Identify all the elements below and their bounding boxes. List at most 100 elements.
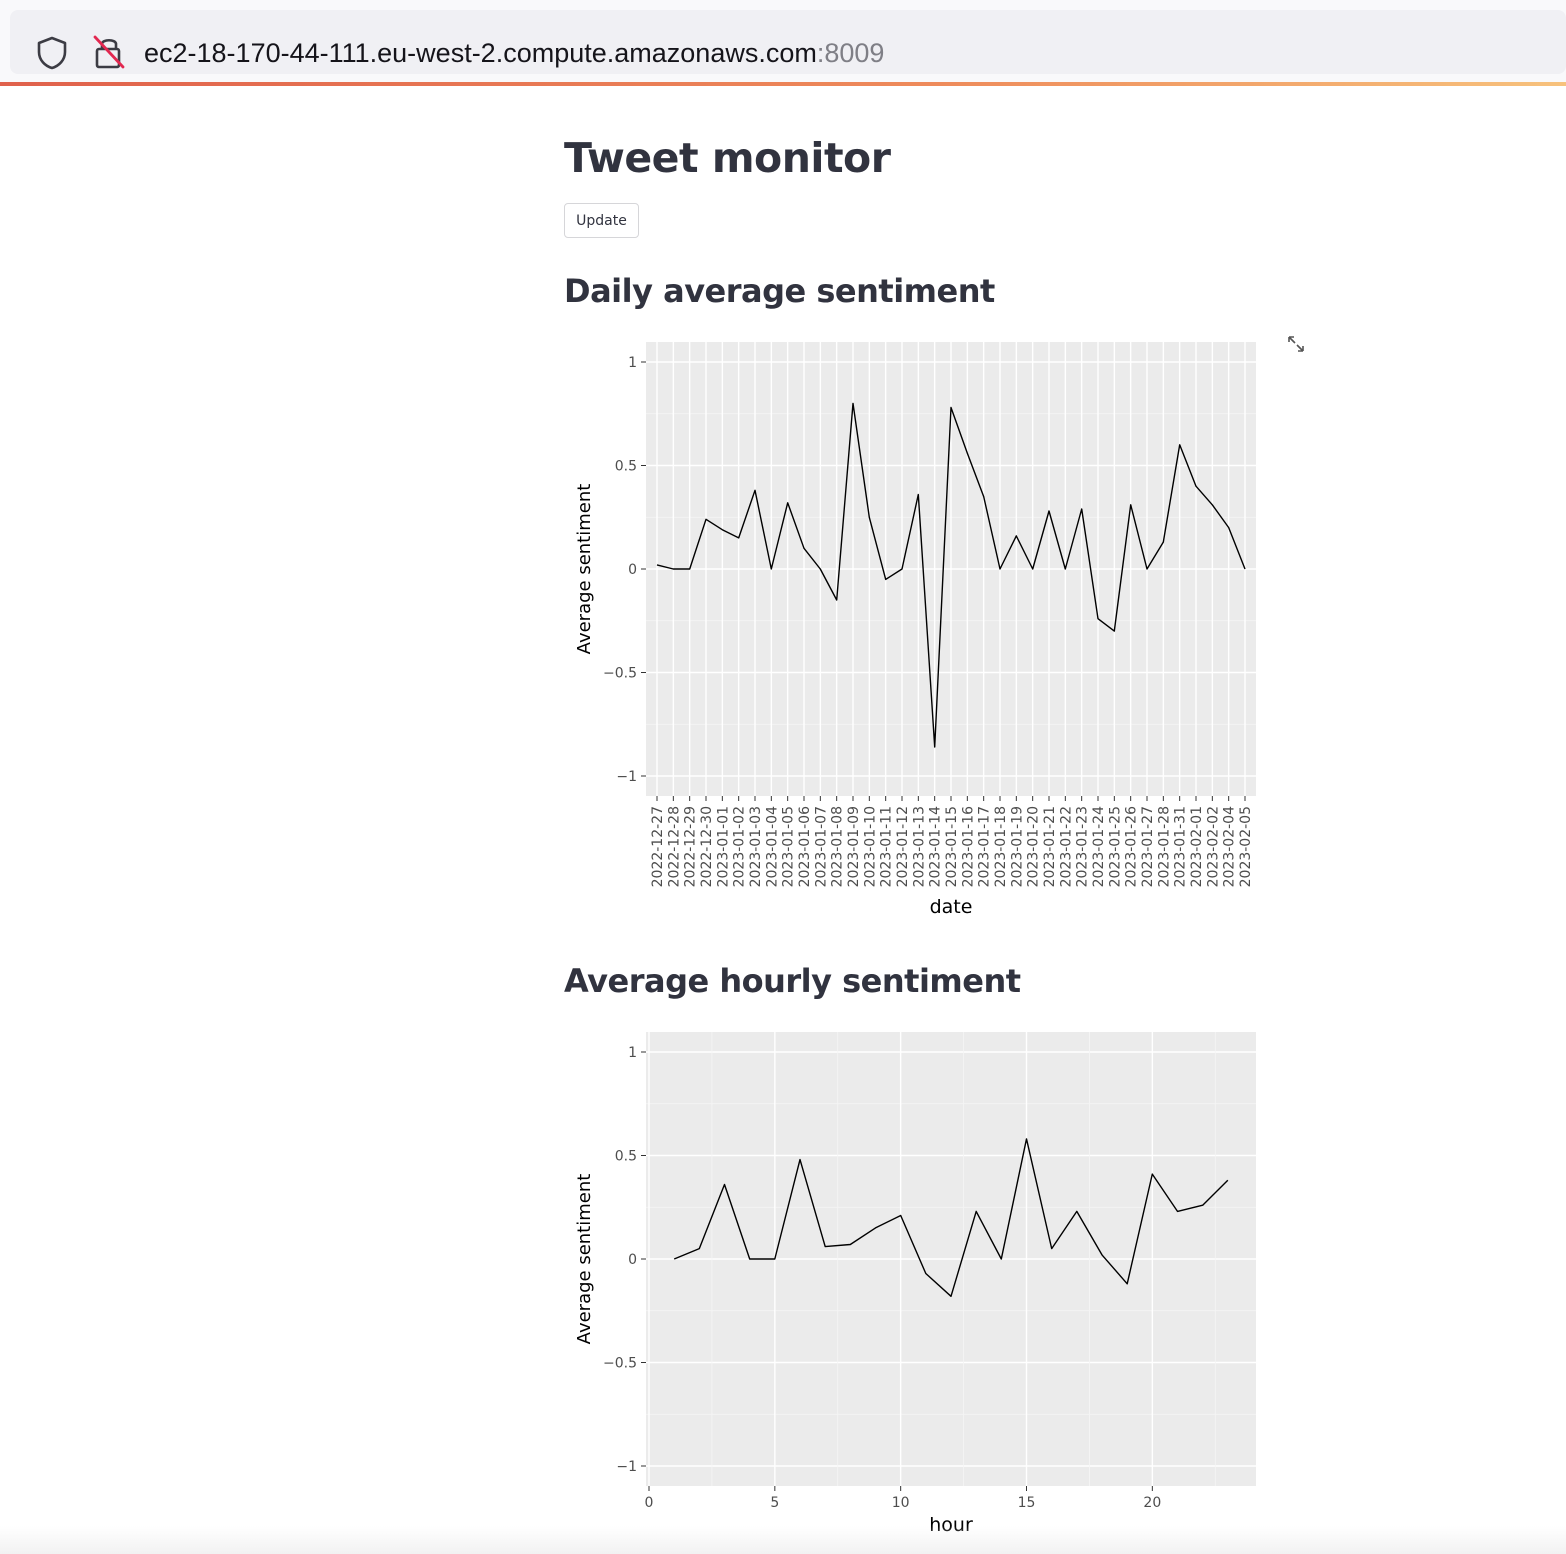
x-tick-label: 2023-01-13 <box>911 806 927 887</box>
insecure-lock-icon[interactable] <box>92 34 126 70</box>
x-tick-label: 2023-01-05 <box>781 806 797 887</box>
data-point <box>1201 1204 1204 1207</box>
y-tick-label: 1 <box>628 1045 637 1061</box>
data-point <box>1211 503 1214 506</box>
data-point <box>1080 507 1083 510</box>
x-tick-label: 2023-01-16 <box>960 806 976 887</box>
address-bar[interactable]: ec2-18-170-44-111.eu-west-2.compute.amaz… <box>10 10 1566 74</box>
data-point <box>966 452 969 455</box>
url-text[interactable]: ec2-18-170-44-111.eu-west-2.compute.amaz… <box>144 38 884 69</box>
x-tick-label: 2023-01-26 <box>1124 806 1140 887</box>
y-tick-label: 1 <box>628 355 637 371</box>
x-tick-label: 2022-12-29 <box>683 806 699 887</box>
x-tick-label: 2023-01-12 <box>895 806 911 887</box>
x-tick-label: 2023-01-08 <box>830 806 846 887</box>
sentiment-line <box>673 1138 1229 1297</box>
data-point <box>874 1226 877 1229</box>
data-point <box>1126 1282 1129 1285</box>
x-tick-label: 2023-02-05 <box>1238 806 1254 887</box>
data-point <box>819 568 822 571</box>
x-tick-label: 2023-01-03 <box>748 806 764 887</box>
x-tick-label: 2023-01-01 <box>715 806 731 887</box>
y-tick-label: 0.5 <box>615 459 637 475</box>
x-tick-label: 2022-12-30 <box>699 806 715 887</box>
x-tick-label: 2023-02-04 <box>1222 806 1238 887</box>
url-host: ec2-18-170-44-111.eu-west-2.compute.amaz… <box>144 38 817 68</box>
data-point <box>999 568 1002 571</box>
x-tick-label: 2023-01-09 <box>846 806 862 887</box>
y-tick-label: −1 <box>616 1459 637 1475</box>
hourly-sentiment-heading: Average hourly sentiment <box>564 962 1021 1000</box>
data-point <box>770 568 773 571</box>
x-tick-label: 2023-01-25 <box>1107 806 1123 887</box>
data-point <box>849 1243 852 1246</box>
data-point <box>950 1295 953 1298</box>
y-tick-label: 0 <box>628 562 637 578</box>
x-tick-label: 2022-12-27 <box>650 806 666 887</box>
data-point <box>1178 443 1181 446</box>
y-tick-label: −0.5 <box>603 1356 637 1372</box>
data-point <box>1113 630 1116 633</box>
x-tick-label: 2023-01-18 <box>993 806 1009 887</box>
x-tick-label: 2023-01-19 <box>1009 806 1025 887</box>
data-point <box>799 1158 802 1161</box>
data-point <box>1129 503 1132 506</box>
data-point <box>673 1258 676 1261</box>
data-point <box>868 516 871 519</box>
data-point <box>917 493 920 496</box>
data-point <box>1162 541 1165 544</box>
window-bottom-edge <box>0 1526 1566 1554</box>
y-axis-title: Average sentiment <box>574 484 595 655</box>
data-point <box>723 1183 726 1186</box>
x-tick-label: 2023-02-01 <box>1189 806 1205 887</box>
data-point <box>737 536 740 539</box>
url-port: :8009 <box>816 38 885 68</box>
x-tick-label: 2023-01-31 <box>1173 806 1189 887</box>
x-tick-label: 2023-01-02 <box>732 806 748 887</box>
x-axis-title: date <box>930 896 973 918</box>
data-point <box>773 1258 776 1261</box>
x-tick-label: 2023-01-11 <box>879 806 895 887</box>
data-point <box>1025 1137 1028 1140</box>
data-point <box>1101 1253 1104 1256</box>
data-point <box>901 568 904 571</box>
x-tick-label: 15 <box>1018 1495 1036 1511</box>
y-tick-label: −1 <box>616 769 637 785</box>
data-point <box>1015 534 1018 537</box>
sentiment-line <box>656 402 1246 748</box>
data-point <box>786 501 789 504</box>
x-tick-label: 2023-01-28 <box>1156 806 1172 887</box>
x-tick-label: 2023-01-24 <box>1091 806 1107 887</box>
data-point <box>835 599 838 602</box>
fullscreen-expand-icon[interactable] <box>1287 335 1305 353</box>
data-point <box>1176 1210 1179 1213</box>
x-tick-label: 10 <box>892 1495 910 1511</box>
daily-sentiment-chart: 1 0.5 0 −0.5 −1 2022-12-27 2022-12-28 2022-12-2… <box>574 342 1256 918</box>
y-tick-label: 0.5 <box>615 1149 637 1165</box>
x-tick-label: 2023-01-07 <box>813 806 829 887</box>
x-tick-label: 2023-01-27 <box>1140 806 1156 887</box>
data-point <box>688 568 691 571</box>
app-header-stripe <box>0 82 1566 86</box>
data-point <box>899 1214 902 1217</box>
data-point <box>698 1247 701 1250</box>
data-point <box>672 568 675 571</box>
data-point <box>803 547 806 550</box>
y-tick-label: −0.5 <box>603 666 637 682</box>
data-point <box>754 489 757 492</box>
update-button[interactable]: Update <box>564 203 639 238</box>
x-tick-label: 2023-01-14 <box>928 806 944 887</box>
data-point <box>1151 1173 1154 1176</box>
x-tick-label: 5 <box>770 1495 779 1511</box>
x-tick-label: 2023-01-20 <box>1026 806 1042 887</box>
x-tick-label: 2023-02-02 <box>1205 806 1221 887</box>
data-point <box>1064 568 1067 571</box>
data-point <box>852 402 855 405</box>
shield-icon[interactable] <box>36 36 68 70</box>
data-point <box>884 578 887 581</box>
data-point <box>748 1258 751 1261</box>
x-tick-label: 2023-01-10 <box>862 806 878 887</box>
x-tick-label: 2023-01-17 <box>977 806 993 887</box>
data-point <box>950 406 953 409</box>
